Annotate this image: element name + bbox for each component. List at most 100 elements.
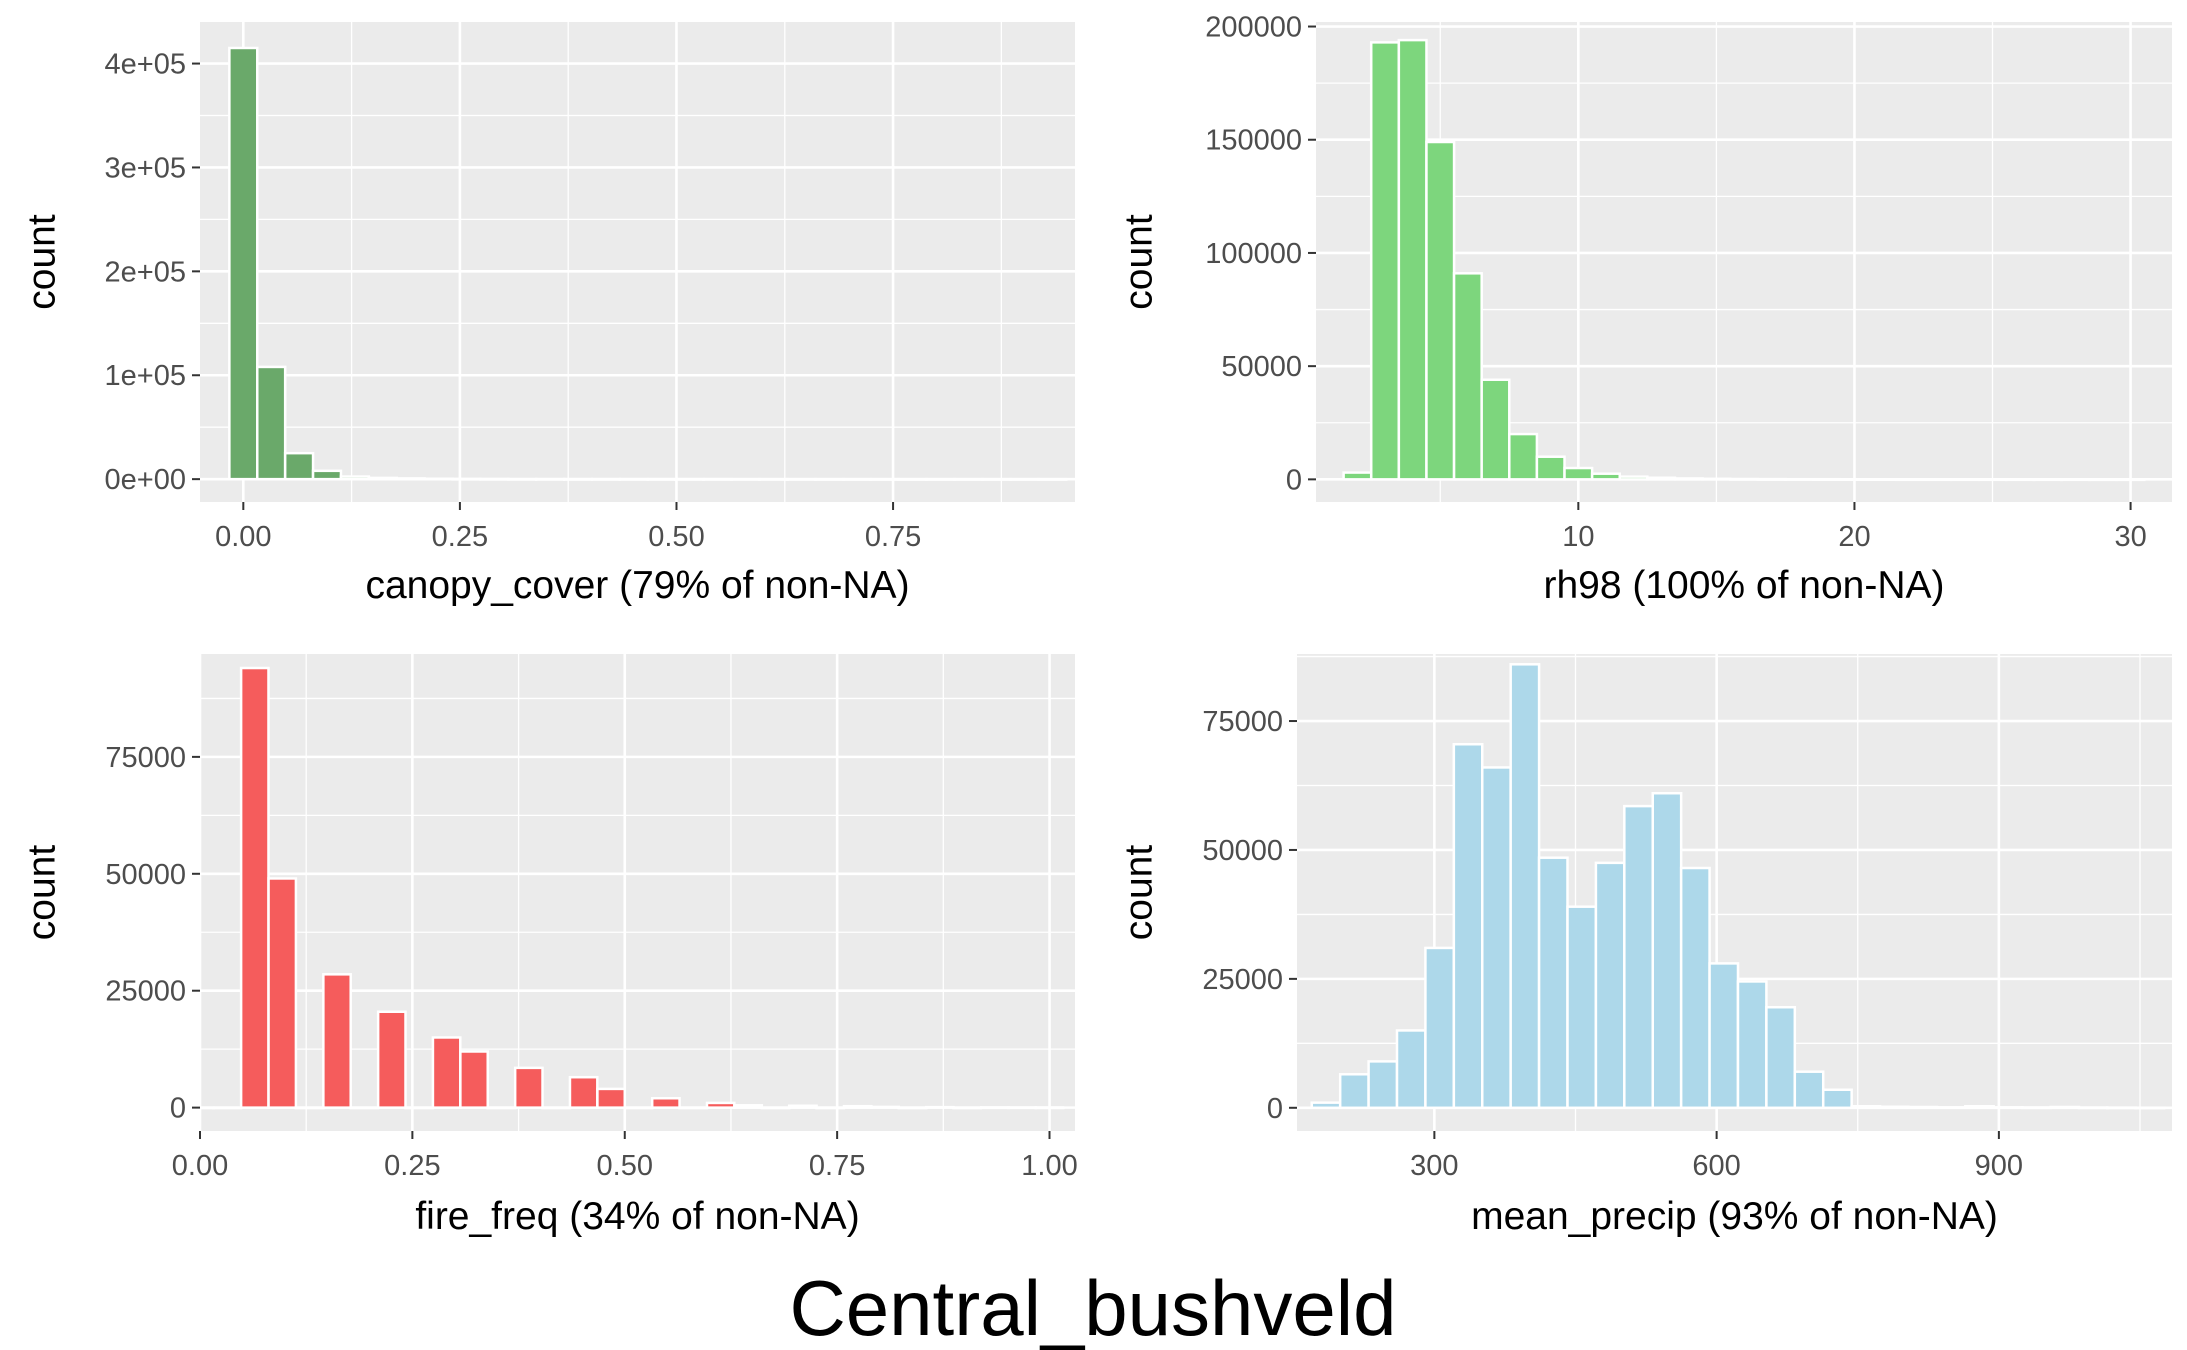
histogram-bar	[678, 1106, 709, 1110]
histogram-bar	[2049, 1105, 2081, 1110]
histogram-bar	[1537, 856, 1569, 1110]
histogram-bar	[451, 477, 482, 481]
histogram-bar	[404, 1106, 435, 1110]
x-tick-label: 0.00	[172, 1150, 228, 1182]
histogram-bar	[513, 1066, 544, 1109]
histogram-bar	[1850, 1104, 1882, 1110]
histogram-bar	[1397, 38, 1428, 481]
histogram-bar	[705, 1101, 736, 1109]
x-tick-label: 300	[1410, 1150, 1458, 1182]
histogram-bar	[1535, 455, 1566, 481]
y-tick-label: 4e+05	[105, 49, 186, 81]
y-tick-label: 75000	[105, 742, 186, 774]
histogram-bar	[395, 477, 426, 481]
y-tick-label: 0e+00	[105, 464, 186, 496]
histogram-bar	[267, 877, 298, 1109]
histogram-bar	[1481, 766, 1512, 1110]
histogram-bar	[953, 477, 984, 481]
histogram-bar	[2032, 478, 2063, 482]
y-tick-label: 0	[1267, 1093, 1283, 1125]
y-tick-label: 50000	[105, 859, 186, 891]
histogram-bar	[1310, 1101, 1342, 1110]
histogram-bar	[534, 477, 566, 481]
histogram-bar	[897, 1106, 928, 1110]
histogram-bar	[1894, 478, 1925, 482]
histogram-bar	[479, 477, 510, 481]
x-tick-label: 0.75	[865, 521, 921, 553]
histogram-bar	[1480, 378, 1511, 481]
histogram-bar	[322, 973, 352, 1109]
y-tick-label: 0	[1286, 464, 1302, 496]
histogram-bar	[283, 451, 315, 481]
histogram-bar	[925, 477, 956, 481]
histogram-bar	[1878, 1105, 1910, 1110]
histogram-bar	[897, 477, 929, 481]
x-tick-label: 10	[1562, 521, 1594, 553]
histogram-bar	[2020, 1106, 2052, 1110]
histogram-bar	[1618, 475, 1649, 481]
histogram-bar	[367, 476, 398, 481]
histogram-bar	[256, 365, 287, 481]
histogram-bar	[212, 1106, 243, 1110]
x-tick-label: 0.50	[648, 521, 704, 553]
histogram-bar	[842, 1104, 873, 1109]
x-tick-label: 30	[2114, 521, 2146, 553]
y-tick-label: 1e+05	[105, 360, 186, 392]
figure-title: Central_bushveld	[789, 1264, 1396, 1350]
histogram-bar	[870, 1105, 901, 1109]
x-tick-label: 900	[1975, 1150, 2023, 1182]
histogram-bar	[1338, 1073, 1370, 1110]
histogram-bar	[294, 1106, 325, 1110]
rh98-panel: 10 20 30 0 50000 100000 150000 200000 rh98 (100%…	[1118, 12, 2172, 607]
histogram-bar	[431, 1036, 462, 1109]
histogram-bar	[787, 1104, 818, 1109]
y-axis-title: count	[21, 214, 64, 310]
histogram-bar	[815, 1106, 846, 1110]
y-tick-label: 0	[170, 1093, 186, 1125]
histogram-bar	[674, 477, 705, 481]
histogram-bar	[2005, 478, 2036, 482]
histogram-bar	[1594, 861, 1626, 1110]
x-tick-label: 20	[1838, 521, 1870, 553]
histogram-bar	[1342, 471, 1373, 481]
y-tick-label: 3e+05	[105, 152, 186, 184]
histogram-bar	[646, 477, 677, 481]
histogram-bar	[1425, 140, 1456, 481]
histogram-bar	[2087, 478, 2119, 482]
histogram-bar	[733, 1104, 764, 1109]
histogram-bar	[1623, 804, 1654, 1110]
histogram-bar	[623, 1106, 654, 1110]
y-tick-label: 25000	[105, 976, 186, 1008]
x-tick-label: 0.50	[597, 1150, 653, 1182]
y-tick-label: 25000	[1202, 964, 1283, 996]
histogram-bar	[1673, 477, 1704, 481]
histogram-bar	[1701, 477, 1732, 481]
histogram-bar	[486, 1106, 517, 1110]
histogram-bar	[1784, 477, 1815, 481]
histogram-bar	[813, 477, 845, 481]
panel-background	[200, 22, 1075, 502]
x-tick-label: 1.00	[1021, 1150, 1077, 1182]
histogram-bar	[979, 1106, 1010, 1110]
histogram-bar	[568, 1075, 599, 1109]
y-tick-label: 50000	[1202, 835, 1283, 867]
histogram-bar	[925, 1105, 955, 1109]
histogram-bar	[590, 477, 622, 481]
histogram-bar	[1452, 272, 1483, 481]
histogram-bar	[2060, 478, 2091, 482]
x-tick-label: 0.25	[384, 1150, 440, 1182]
x-tick-label: 600	[1692, 1150, 1740, 1182]
y-tick-label: 2e+05	[105, 256, 186, 288]
histogram-bar	[758, 477, 789, 481]
x-axis-title: fire_freq (34% of non-NA)	[415, 1195, 859, 1238]
histogram-bar	[1566, 905, 1598, 1110]
x-axis-title: rh98 (100% of non-NA)	[1543, 564, 1944, 607]
histogram-bar	[1811, 477, 1842, 481]
histogram-bar	[1646, 476, 1677, 481]
histogram-bar	[1395, 1029, 1427, 1110]
histogram-bar	[1367, 1060, 1399, 1110]
histogram-bar	[1949, 478, 1980, 482]
histogram-bar	[1037, 477, 1068, 481]
y-tick-label: 100000	[1205, 238, 1302, 270]
